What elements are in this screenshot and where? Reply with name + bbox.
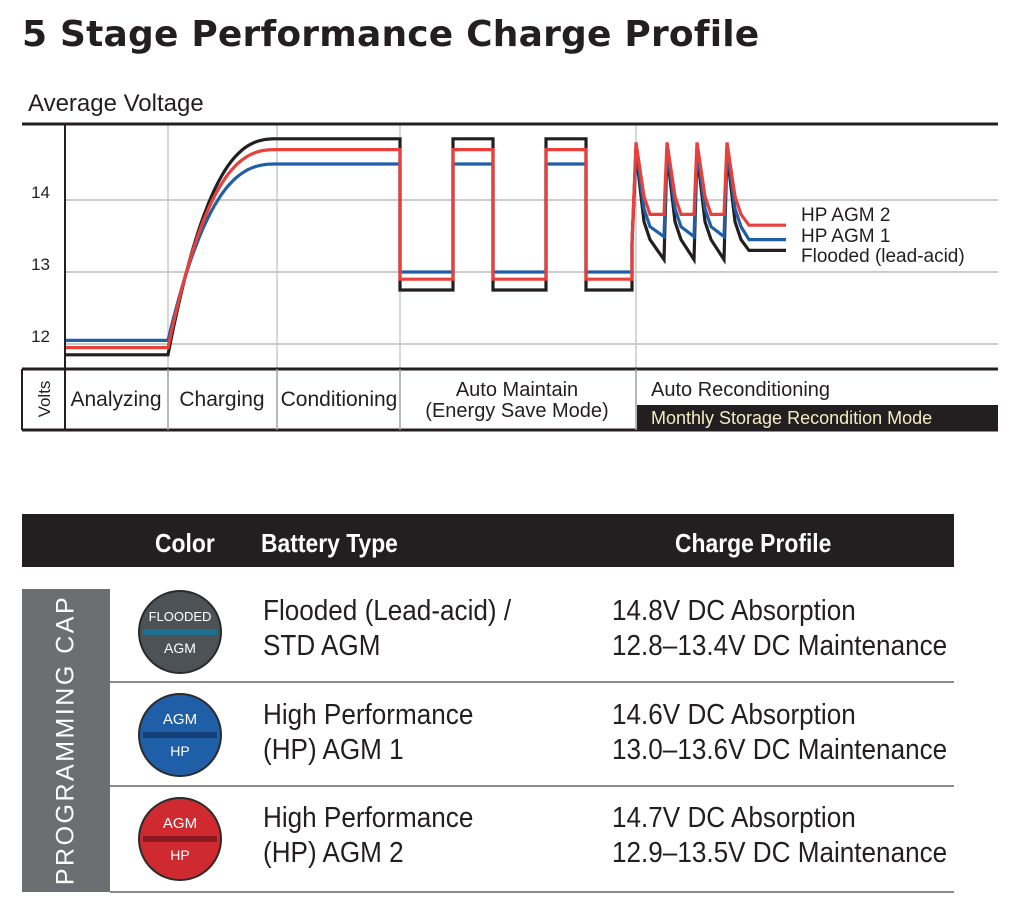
battery-type-line: Flooded (Lead-acid) /: [263, 595, 512, 627]
stage-sublabel: Monthly Storage Recondition Mode: [651, 408, 932, 428]
header-battery-type: Battery Type: [261, 528, 398, 558]
absorption-voltage: 14.6V DC Absorption: [612, 699, 856, 731]
maintenance-voltage: 12.8–13.4V DC Maintenance: [612, 630, 948, 662]
stage-label: Analyzing: [70, 388, 161, 411]
battery-type-line: High Performance: [263, 699, 474, 731]
row-divider: [110, 785, 954, 787]
table-row: FLOODED AGM Flooded (Lead-acid) / STD AGM 14…: [110, 589, 954, 681]
maintenance-voltage: 13.0–13.6V DC Maintenance: [612, 734, 948, 766]
charge-profile-cell: 14.7V DC Absorption 12.9–13.5V DC Mainten…: [612, 801, 947, 871]
stage-label: Auto Maintain: [456, 379, 578, 401]
programming-cap-icon: FLOODED AGM: [138, 590, 222, 674]
stage-label: Auto Reconditioning: [651, 379, 830, 401]
y-tick-label: 12: [31, 327, 50, 346]
header-color: Color: [155, 528, 215, 558]
table-header: Color Battery Type Charge Profile: [22, 514, 954, 567]
legend-label: Flooded (lead-acid): [801, 246, 965, 267]
programming-cap-label: PROGRAMMING CAP: [51, 594, 80, 886]
table-row: AGM HP High Performance (HP) AGM 2 14.7V DC …: [110, 786, 954, 891]
cap-top-text: AGM: [163, 815, 197, 832]
charge-profile-cell: 14.6V DC Absorption 13.0–13.6V DC Mainten…: [612, 698, 947, 768]
header-charge-profile: Charge Profile: [675, 528, 832, 558]
table-row: AGM HP High Performance (HP) AGM 1 14.6V DC …: [110, 682, 954, 785]
maintenance-voltage: 12.9–13.5V DC Maintenance: [612, 837, 948, 869]
series-line: [65, 148, 786, 342]
legend-label: HP AGM 2: [801, 205, 890, 226]
stage-label: Conditioning: [281, 388, 398, 411]
cap-bottom-text: HP: [170, 847, 189, 863]
absorption-voltage: 14.8V DC Absorption: [612, 595, 856, 627]
charge-profile-cell: 14.8V DC Absorption 12.8–13.4V DC Mainten…: [612, 594, 947, 664]
cap-top-text: AGM: [163, 711, 197, 728]
page-title: 5 Stage Performance Charge Profile: [22, 14, 760, 55]
cap-bottom-text: AGM: [164, 640, 196, 656]
chart-frame: [21, 122, 998, 432]
absorption-voltage: 14.7V DC Absorption: [612, 802, 856, 834]
chart-subtitle: Average Voltage: [28, 90, 204, 117]
y-tick-label: 13: [31, 255, 50, 274]
row-divider: [110, 681, 954, 683]
battery-type-cell: High Performance (HP) AGM 1: [263, 698, 473, 768]
battery-type-line: High Performance: [263, 802, 474, 834]
series-line: [65, 142, 786, 350]
programming-cap-icon: AGM HP: [138, 797, 222, 881]
legend-label: HP AGM 1: [801, 226, 890, 247]
battery-type-line: STD AGM: [263, 630, 381, 662]
cap-top-text: FLOODED: [149, 609, 212, 624]
row-divider: [110, 891, 954, 893]
y-axis-label: Volts: [35, 381, 54, 418]
battery-type-line: (HP) AGM 1: [263, 734, 404, 766]
y-tick-label: 14: [31, 183, 50, 202]
chart-series: [65, 137, 786, 357]
battery-type-line: (HP) AGM 2: [263, 837, 404, 869]
recondition-mode-bar: [637, 405, 998, 430]
battery-type-cell: High Performance (HP) AGM 2: [263, 801, 473, 871]
cap-bottom-text: HP: [170, 743, 189, 759]
stage-sublabel: (Energy Save Mode): [425, 400, 608, 422]
programming-cap-band: [22, 589, 110, 892]
battery-type-cell: Flooded (Lead-acid) / STD AGM: [263, 594, 511, 664]
programming-cap-icon: AGM HP: [138, 693, 222, 777]
stage-label: Charging: [179, 388, 264, 411]
